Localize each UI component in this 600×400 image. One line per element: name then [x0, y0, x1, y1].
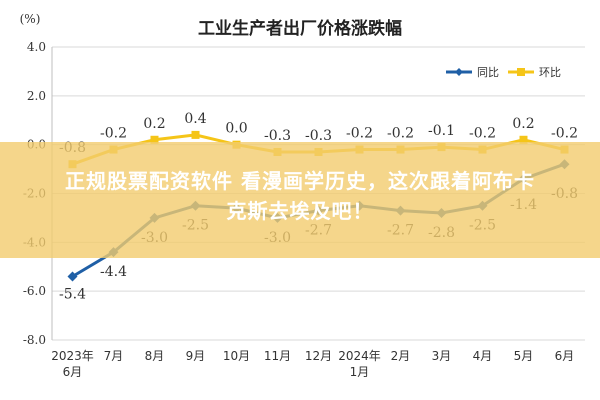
y-tick-label: 2.0 — [27, 89, 46, 103]
data-label: -0.3 — [305, 128, 332, 144]
watermark-line-1: 正规股票配资软件 看漫画学历史，这次跟着阿布卡 — [65, 169, 535, 193]
y-tick-label: 4.0 — [27, 40, 46, 54]
data-label: 0.4 — [184, 111, 206, 127]
data-point — [67, 271, 78, 282]
x-tick-label: 1月 — [350, 365, 370, 379]
x-tick-label: 8月 — [145, 349, 165, 363]
y-tick-label: -8.0 — [23, 333, 46, 347]
data-label: 0.0 — [225, 121, 247, 137]
data-point — [191, 130, 200, 139]
x-tick-label: 6月 — [63, 365, 83, 379]
data-point — [519, 135, 528, 144]
x-tick-label: 3月 — [432, 349, 452, 363]
legend: 同比 环比 — [446, 66, 561, 79]
y-tick-label: -6.0 — [23, 284, 46, 298]
x-tick-label: 2月 — [391, 349, 411, 363]
data-point — [150, 135, 159, 144]
data-label: -4.4 — [100, 264, 127, 280]
data-label: -0.2 — [469, 126, 496, 142]
data-label: 0.2 — [512, 116, 534, 132]
x-tick-label: 11月 — [264, 349, 291, 363]
x-tick-label: 12月 — [305, 349, 332, 363]
x-tick-label: 10月 — [223, 349, 250, 363]
x-tick-label: 2023年 — [51, 349, 94, 363]
x-tick-label: 6月 — [555, 349, 575, 363]
x-tick-label: 5月 — [514, 349, 534, 363]
x-tick-label: 2024年 — [338, 349, 381, 363]
data-label: -0.2 — [346, 126, 373, 142]
watermark-line-2: 克斯去埃及吧！ — [226, 199, 374, 223]
legend-label-yoy: 同比 — [477, 66, 499, 79]
x-tick-label: 9月 — [186, 349, 206, 363]
y-axis-unit: (%) — [20, 12, 41, 26]
data-label: -0.2 — [100, 126, 127, 142]
x-tick-label: 7月 — [104, 349, 124, 363]
legend-label-mom: 环比 — [539, 66, 561, 79]
watermark-banner — [0, 142, 600, 258]
data-label: -0.2 — [551, 126, 578, 142]
data-label: -0.2 — [387, 126, 414, 142]
legend-marker-yoy — [455, 68, 463, 76]
chart-title: 工业生产者出厂价格涨跌幅 — [198, 18, 402, 39]
data-label: -0.1 — [428, 123, 455, 139]
data-label: -0.3 — [264, 128, 291, 144]
x-tick-label: 4月 — [473, 349, 493, 363]
watermark-text: 正规股票配资软件 看漫画学历史，这次跟着阿布卡 克斯去埃及吧！ — [0, 166, 600, 226]
legend-marker-mom — [517, 68, 525, 76]
data-label: -5.4 — [59, 287, 86, 303]
data-label: 0.2 — [143, 116, 165, 132]
